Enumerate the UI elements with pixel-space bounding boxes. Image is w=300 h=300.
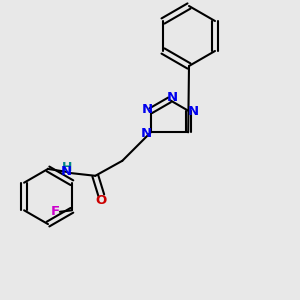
Text: N: N (61, 165, 72, 178)
Text: N: N (141, 127, 152, 140)
Text: N: N (167, 91, 178, 104)
Text: H: H (61, 161, 72, 174)
Text: N: N (188, 105, 199, 118)
Text: N: N (142, 103, 153, 116)
Text: F: F (51, 205, 60, 218)
Text: O: O (96, 194, 107, 207)
